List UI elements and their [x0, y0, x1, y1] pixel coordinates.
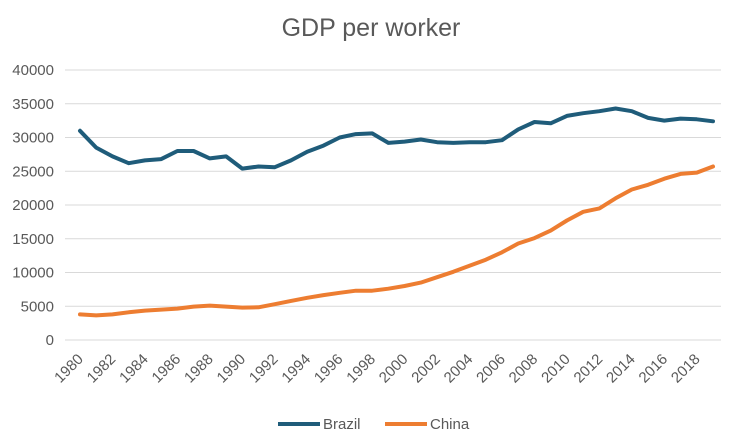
y-axis: 0 5000 10000 15000 20000 25000 30000 35000 40000	[12, 62, 54, 349]
legend-label-brazil: Brazil	[323, 416, 361, 433]
x-tick-label: 2012	[571, 351, 607, 387]
x-tick-label: 1992	[246, 351, 282, 387]
x-tick-label: 1998	[343, 351, 379, 387]
gridlines	[65, 69, 721, 341]
x-tick-label: 2016	[636, 351, 672, 387]
y-tick-label: 25000	[12, 163, 54, 180]
chart-title: GDP per worker	[282, 14, 461, 42]
x-tick-label: 1994	[278, 351, 314, 387]
y-tick-label: 35000	[12, 96, 54, 113]
y-tick-label: 20000	[12, 197, 54, 214]
y-tick-label: 15000	[12, 231, 54, 248]
x-tick-label: 1996	[311, 351, 347, 387]
series-lines	[78, 106, 715, 318]
x-tick-label: 1986	[149, 351, 185, 387]
series-line-china	[78, 164, 715, 318]
series-line-brazil	[78, 106, 715, 171]
x-tick-label: 2008	[506, 351, 542, 387]
x-tick-label: 2018	[668, 351, 704, 387]
y-tick-label: 0	[46, 332, 54, 349]
y-tick-label: 40000	[12, 62, 54, 79]
x-tick-label: 1982	[84, 351, 120, 387]
y-tick-label: 5000	[21, 298, 54, 315]
x-tick-label: 1980	[51, 351, 87, 387]
x-tick-label: 1988	[181, 351, 217, 387]
x-tick-label: 2010	[538, 351, 574, 387]
x-tick-label: 2006	[473, 351, 509, 387]
x-axis: 1980198219841986198819901992199419961998…	[51, 351, 703, 387]
legend-label-china: China	[430, 416, 470, 433]
y-tick-label: 30000	[12, 130, 54, 147]
x-tick-label: 1990	[214, 351, 250, 387]
legend: Brazil China	[278, 416, 470, 433]
y-tick-label: 10000	[12, 265, 54, 282]
x-tick-label: 2002	[408, 351, 444, 387]
x-tick-label: 2014	[603, 351, 639, 387]
x-tick-label: 2000	[376, 351, 412, 387]
x-tick-label: 1984	[116, 351, 152, 387]
x-tick-label: 2004	[441, 351, 477, 387]
